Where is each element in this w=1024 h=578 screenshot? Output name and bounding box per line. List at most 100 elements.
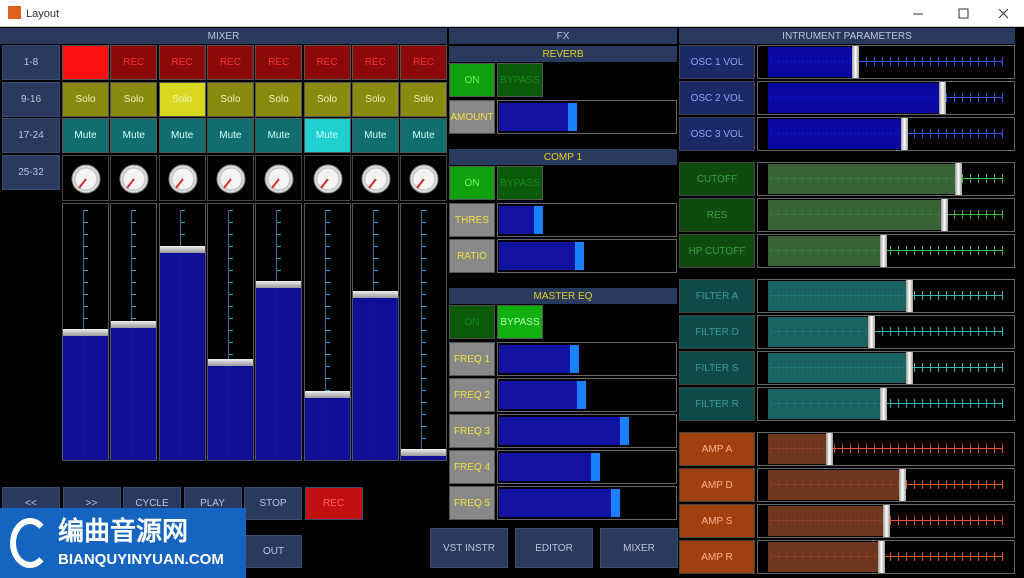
transport-button[interactable]: STOP <box>244 487 302 520</box>
param-label[interactable]: AMP D <box>679 468 755 502</box>
solo-button[interactable]: Solo <box>255 82 303 117</box>
fx-param-label[interactable]: FREQ 5 <box>449 486 495 520</box>
close[interactable] <box>998 8 1009 19</box>
param-slider[interactable] <box>757 468 1015 502</box>
bank-button[interactable]: 17-24 <box>2 118 60 153</box>
param-slider[interactable] <box>757 81 1015 115</box>
param-label[interactable]: OSC 3 VOL <box>679 117 755 151</box>
fx-param-label[interactable]: FREQ 1 <box>449 342 495 376</box>
fx-slider[interactable] <box>497 486 677 520</box>
solo-button[interactable]: Solo <box>110 82 158 117</box>
nav-button[interactable]: MIXER <box>600 528 678 568</box>
param-slider[interactable] <box>757 198 1015 232</box>
maximize[interactable] <box>958 8 969 19</box>
solo-button[interactable]: Solo <box>400 82 448 117</box>
on-button[interactable]: ON <box>449 166 495 200</box>
rec-button[interactable]: REC <box>110 45 158 80</box>
on-button[interactable]: ON <box>449 305 495 339</box>
rec-button[interactable]: REC <box>400 45 448 80</box>
fx-slider[interactable] <box>497 414 677 448</box>
solo-button[interactable]: Solo <box>158 82 206 117</box>
knob[interactable] <box>158 155 207 202</box>
fx-param-label[interactable]: AMOUNT <box>449 100 495 134</box>
mute-button[interactable]: Mute <box>303 118 351 153</box>
fx-param-label[interactable]: FREQ 4 <box>449 450 495 484</box>
knob[interactable] <box>400 155 448 202</box>
fx-param-label[interactable]: FREQ 2 <box>449 378 495 412</box>
fx-param-label[interactable]: THRES <box>449 203 495 237</box>
knob[interactable] <box>206 155 255 202</box>
nav-button[interactable]: EDITOR <box>515 528 593 568</box>
solo-button[interactable]: Solo <box>351 82 399 117</box>
param-slider[interactable] <box>757 45 1015 79</box>
fx-param-label[interactable]: RATIO <box>449 239 495 273</box>
rec-button[interactable]: REC <box>158 45 206 80</box>
knob[interactable] <box>351 155 400 202</box>
mute-button[interactable]: Mute <box>158 118 206 153</box>
bank-button[interactable]: 1-8 <box>2 45 60 80</box>
mute-button[interactable]: Mute <box>206 118 254 153</box>
param-slider[interactable] <box>757 351 1015 385</box>
fx-slider[interactable] <box>497 450 677 484</box>
solo-button[interactable]: Solo <box>303 82 351 117</box>
bypass-button[interactable]: BYPASS <box>497 166 543 200</box>
fx-slider[interactable] <box>497 239 677 273</box>
nav-button[interactable]: VST INSTR <box>430 528 508 568</box>
bypass-button[interactable]: BYPASS <box>497 305 543 339</box>
param-slider[interactable] <box>757 387 1015 421</box>
mute-button[interactable]: Mute <box>255 118 303 153</box>
knob[interactable] <box>255 155 303 202</box>
knob-graphic[interactable] <box>256 156 303 202</box>
param-label[interactable]: HP CUTOFF <box>679 234 755 268</box>
knob-graphic[interactable] <box>305 156 352 202</box>
fx-slider[interactable] <box>497 378 677 412</box>
io-button[interactable]: OUT <box>245 535 302 568</box>
window-controls[interactable] <box>900 0 1024 27</box>
knob-graphic[interactable] <box>111 156 158 202</box>
knob[interactable] <box>62 155 109 201</box>
param-label[interactable]: FILTER D <box>679 315 755 349</box>
param-label[interactable]: FILTER A <box>679 279 755 313</box>
param-label[interactable]: AMP R <box>679 540 755 574</box>
mute-button[interactable]: Mute <box>62 118 109 153</box>
transport-button[interactable]: REC <box>304 487 363 520</box>
param-label[interactable]: OSC 2 VOL <box>679 81 755 115</box>
knob-graphic[interactable] <box>63 156 110 202</box>
mute-button[interactable]: Mute <box>110 118 158 153</box>
fx-slider[interactable] <box>497 100 677 134</box>
knob-graphic[interactable] <box>353 156 400 202</box>
param-slider[interactable] <box>757 504 1015 538</box>
param-label[interactable]: CUTOFF <box>679 162 755 196</box>
param-slider[interactable] <box>757 279 1015 313</box>
param-label[interactable]: FILTER R <box>679 387 755 421</box>
bypass-button[interactable]: BYPASS <box>497 63 543 97</box>
rec-button[interactable]: REC <box>351 45 399 80</box>
knob-graphic[interactable] <box>160 156 207 202</box>
param-label[interactable]: RES <box>679 198 755 232</box>
rec-button[interactable]: REC <box>303 45 351 80</box>
rec-button[interactable]: REC <box>62 45 109 80</box>
rec-button[interactable]: REC <box>255 45 303 80</box>
param-slider[interactable] <box>757 162 1015 196</box>
rec-button[interactable]: REC <box>206 45 254 80</box>
knob-graphic[interactable] <box>208 156 255 202</box>
knob[interactable] <box>110 155 158 202</box>
param-slider[interactable] <box>757 315 1015 349</box>
knob[interactable] <box>303 155 352 202</box>
fx-slider[interactable] <box>497 203 677 237</box>
param-label[interactable]: FILTER S <box>679 351 755 385</box>
solo-button[interactable]: Solo <box>62 82 109 117</box>
mute-button[interactable]: Mute <box>351 118 399 153</box>
param-label[interactable]: AMP A <box>679 432 755 466</box>
param-slider[interactable] <box>757 432 1015 466</box>
param-slider[interactable] <box>757 540 1015 574</box>
on-button[interactable]: ON <box>449 63 495 97</box>
param-slider[interactable] <box>757 234 1015 268</box>
param-label[interactable]: AMP S <box>679 504 755 538</box>
param-slider[interactable] <box>757 117 1015 151</box>
solo-button[interactable]: Solo <box>206 82 254 117</box>
bank-button[interactable]: 9-16 <box>2 81 60 117</box>
knob-graphic[interactable] <box>401 156 448 202</box>
param-label[interactable]: OSC 1 VOL <box>679 45 755 79</box>
fx-param-label[interactable]: FREQ 3 <box>449 414 495 448</box>
